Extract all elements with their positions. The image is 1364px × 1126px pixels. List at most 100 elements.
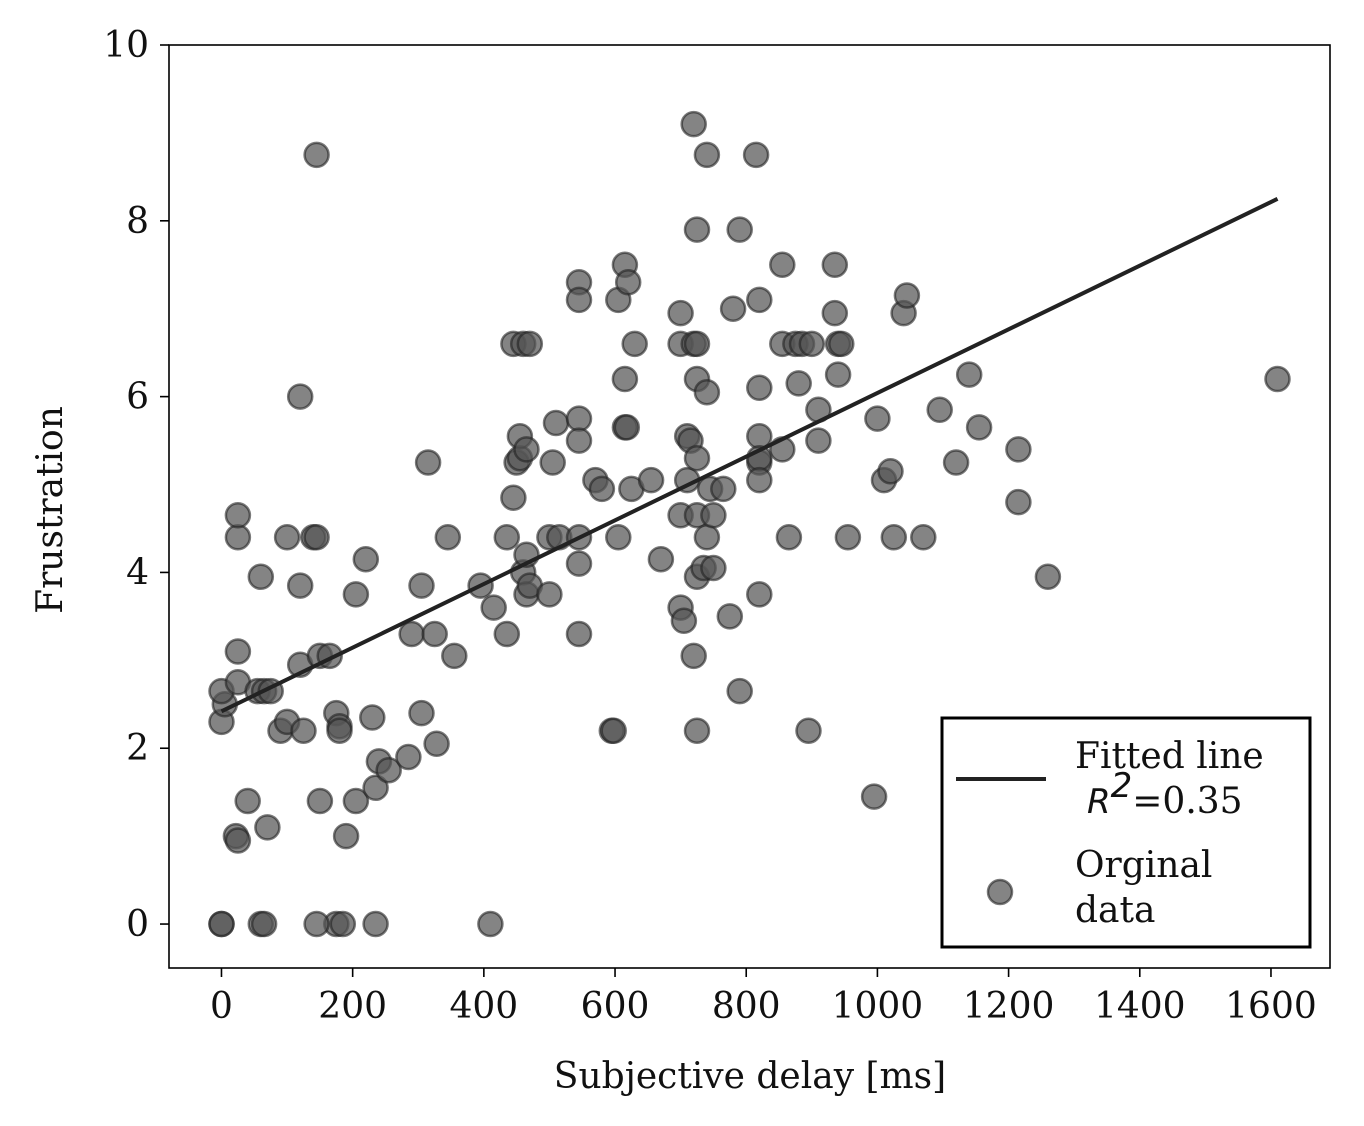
- data-point: [342, 581, 370, 608]
- data-point: [893, 282, 921, 309]
- data-point: [224, 827, 252, 854]
- data-point: [254, 814, 281, 841]
- data-point: [1034, 563, 1062, 591]
- data-point: [359, 704, 386, 731]
- legend-scatter-label-line2: data: [1075, 890, 1155, 931]
- data-point: [769, 251, 796, 279]
- data-point: [710, 475, 737, 503]
- data-point: [746, 374, 773, 402]
- fitted-line-group: [220, 197, 1279, 714]
- data-point: [434, 524, 462, 551]
- data-point: [565, 550, 593, 577]
- data-point: [224, 638, 252, 665]
- data-point: [286, 383, 314, 410]
- data-point: [877, 458, 904, 485]
- y-tick-label: 10: [103, 25, 149, 66]
- data-point: [746, 581, 773, 608]
- data-point: [614, 269, 642, 296]
- data-point: [500, 484, 527, 511]
- x-tick-label: 1400: [1094, 986, 1186, 1027]
- legend-line-label: Fitted line: [1075, 736, 1264, 777]
- data-point: [493, 620, 521, 648]
- data-point: [926, 396, 953, 424]
- data-point: [1005, 488, 1032, 516]
- data-point: [247, 563, 275, 591]
- data-point: [408, 699, 435, 727]
- y-tick-label: 4: [126, 552, 149, 593]
- data-point: [746, 466, 773, 494]
- data-point: [742, 141, 770, 169]
- data-point: [955, 361, 983, 388]
- data-point: [680, 642, 707, 670]
- y-axis-ticks: 0 2 4 6 8 10: [103, 25, 169, 945]
- data-point: [942, 449, 970, 476]
- data-point: [683, 717, 711, 744]
- data-point: [726, 216, 753, 243]
- data-point: [303, 141, 330, 169]
- legend-scatter-swatch: [986, 878, 1014, 906]
- data-point: [965, 414, 993, 441]
- data-point: [342, 787, 370, 815]
- data-point: [224, 502, 252, 529]
- data-point: [290, 717, 317, 744]
- data-point: [224, 524, 252, 551]
- data-point: [824, 361, 852, 388]
- data-point: [398, 620, 425, 648]
- data-point: [860, 783, 888, 810]
- data-point: [683, 216, 711, 243]
- data-point: [588, 475, 616, 503]
- data-point: [421, 620, 448, 648]
- data-point: [795, 717, 822, 744]
- data-point: [613, 414, 641, 441]
- x-tick-label: 600: [581, 986, 650, 1027]
- legend-r-value: =0.35: [1132, 781, 1242, 822]
- x-tick-label: 1600: [1225, 986, 1317, 1027]
- data-point: [605, 524, 632, 551]
- legend-scatter-label-line1: Orginal: [1075, 845, 1212, 886]
- y-axis-label: Frustration: [30, 406, 71, 614]
- data-point: [414, 449, 442, 476]
- legend-r-symbol: R: [1087, 782, 1111, 822]
- data-point: [395, 743, 422, 771]
- data-point: [716, 603, 744, 630]
- data-point: [516, 330, 544, 358]
- data-point: [565, 286, 593, 314]
- data-point: [303, 524, 330, 551]
- legend-box: [940, 716, 1312, 949]
- axes: [168, 44, 1331, 969]
- data-point: [250, 910, 278, 938]
- data-point: [785, 370, 812, 397]
- data-point: [326, 717, 353, 744]
- data-point: [352, 545, 380, 573]
- x-tick-label: 1200: [963, 986, 1055, 1027]
- data-point: [693, 524, 721, 551]
- data-point: [536, 581, 563, 608]
- x-tick-label: 800: [712, 986, 781, 1027]
- data-point: [565, 427, 593, 454]
- data-point: [683, 444, 711, 472]
- data-point: [864, 405, 891, 432]
- data-point: [834, 524, 862, 551]
- data-point: [408, 572, 435, 599]
- legend-line-r2: R2=0.35: [1087, 766, 1243, 822]
- data-point: [680, 110, 707, 138]
- data-point: [775, 524, 803, 551]
- data-point: [621, 330, 648, 358]
- data-point: [423, 730, 450, 758]
- data-point: [1264, 365, 1291, 393]
- data-point: [273, 524, 301, 551]
- data-point: [208, 910, 235, 938]
- data-point: [362, 774, 389, 802]
- data-point: [667, 299, 694, 327]
- data-point: [637, 466, 665, 494]
- data-point: [821, 299, 849, 327]
- data-point: [611, 365, 639, 393]
- data-point: [910, 524, 937, 551]
- y-tick-label: 2: [126, 728, 149, 769]
- data-point: [234, 787, 261, 815]
- data-point: [375, 756, 402, 784]
- y-tick-label: 8: [126, 201, 149, 242]
- data-point: [746, 286, 773, 314]
- data-point: [880, 524, 908, 551]
